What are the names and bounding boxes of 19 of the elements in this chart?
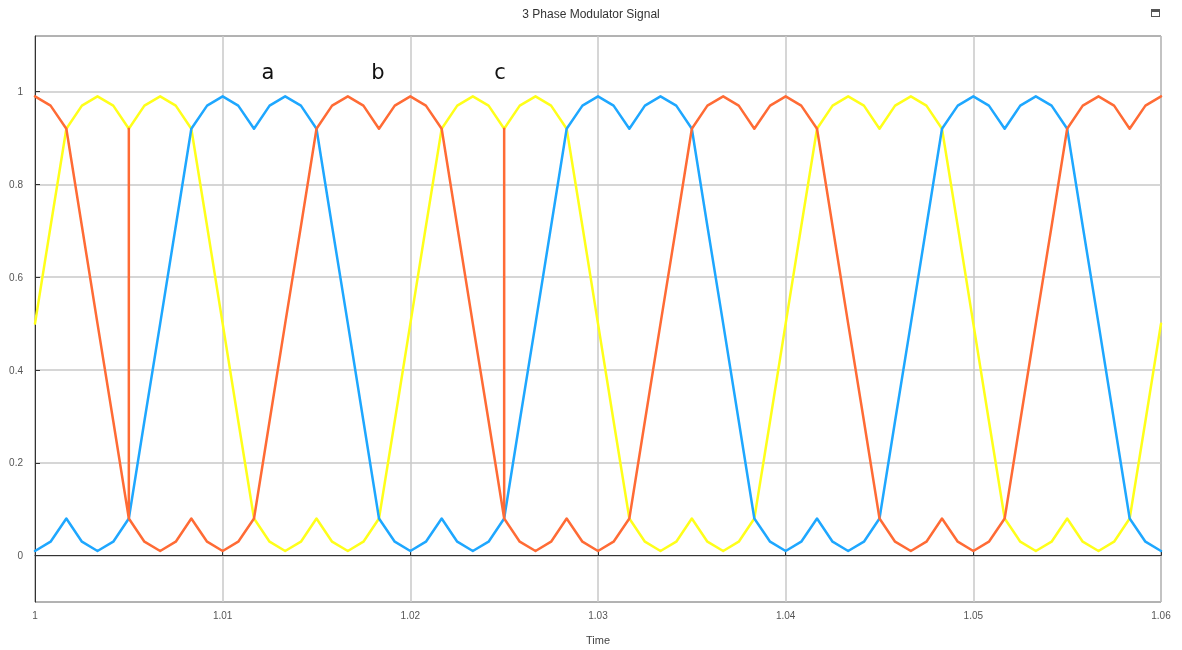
y-tick-label: 1: [17, 86, 24, 98]
x-tick-label: 1.02: [400, 609, 421, 621]
x-tick-label: 1: [32, 609, 39, 621]
x-axis-title: Time: [585, 633, 611, 646]
annotation: a: [261, 60, 275, 84]
x-tick-label: 1.05: [963, 609, 984, 621]
y-tick-label: 0.4: [9, 364, 24, 376]
chart-title: 3 Phase Modulator Signal: [522, 7, 660, 21]
x-tick-label: 1.03: [588, 609, 609, 621]
x-tick-label: 1.04: [775, 609, 796, 621]
y-tick-label: 0: [17, 550, 24, 562]
x-tick-label: 1.06: [1151, 609, 1172, 621]
annotation: c: [494, 60, 506, 84]
annotation: b: [371, 60, 385, 84]
y-tick-label: 0.6: [9, 271, 24, 283]
y-tick-label: 0.2: [9, 457, 24, 469]
y-tick-label: 0.8: [9, 178, 24, 190]
x-tick-label: 1.01: [212, 609, 233, 621]
line-series: [33, 95, 1163, 553]
